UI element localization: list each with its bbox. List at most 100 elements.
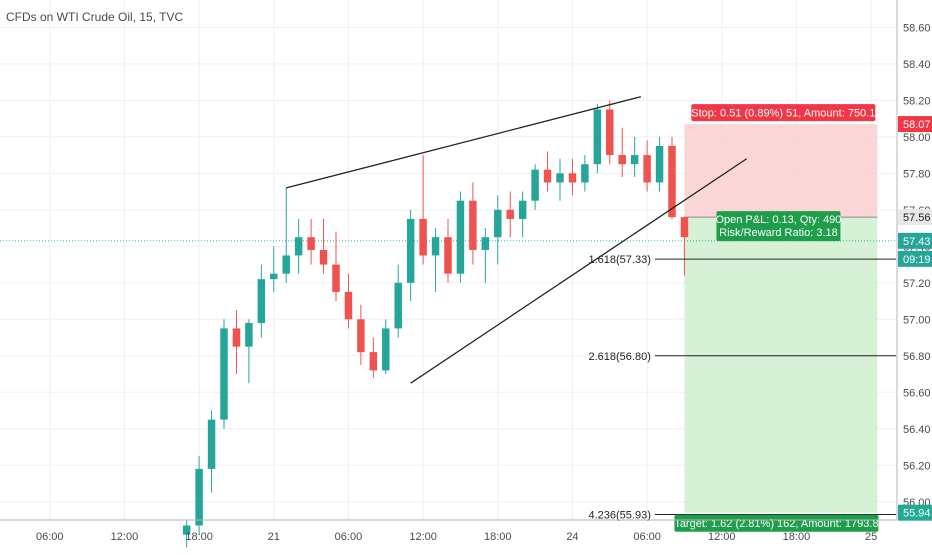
trend-line-2 [410,158,748,384]
candle-body [630,155,639,165]
fib-level-label: 2.618(56.80) [588,351,650,363]
price-tag-box [898,232,932,249]
target-label-box [674,514,879,532]
candle-body [245,322,253,347]
candle [618,127,626,177]
candle [232,310,241,375]
target-label-text: Target: 1.62 (2.81%) 162, Amount: 1793.8 [674,518,878,530]
position-info-box [716,211,841,242]
price-tag-box [898,116,932,133]
candle [655,136,664,192]
candle-body [282,255,290,274]
time-tick-label: 12:00 [111,531,139,543]
risk-reward-text: Risk/Reward Ratio: 3.18 [719,227,838,239]
candle [270,246,278,292]
candle-body [518,200,527,219]
price-tick-label: 57.80 [903,168,931,180]
price-tag-label: 55.94 [903,508,931,520]
candle [568,158,577,196]
candle [294,218,303,274]
stop-label-text: Stop: 0.51 (0.89%) 51, Amount: 750.1 [691,108,875,120]
price-tag-box [898,250,932,267]
price-tick-label: 57.00 [903,314,931,326]
candle [531,164,539,210]
candle-body [332,264,340,292]
candle [332,231,340,302]
candle [543,151,552,192]
candle-body [270,273,278,280]
candle-body [382,328,390,371]
candle [357,304,365,365]
time-tick-label: 18:00 [783,531,811,543]
trend-line-1 [286,96,642,189]
candle-body [431,237,440,256]
time-tick-label: 24 [566,531,578,543]
candle [518,191,527,238]
candle-body [232,328,241,347]
price-tick-label: 58.60 [903,22,931,34]
stop-zone [684,124,878,218]
candle [668,136,676,219]
price-tick-label: 56.80 [903,351,931,363]
price-tag-box [898,504,932,521]
candle [606,100,614,165]
candle [506,191,514,238]
candle-body [618,155,626,165]
candle-body [444,237,452,274]
candle-body [406,218,415,283]
price-tick-label: 56.60 [903,387,931,399]
candle [431,228,440,292]
candle [220,319,228,429]
candle-body [195,468,203,526]
candle [245,319,253,384]
price-tick-label: 58.40 [903,59,931,71]
price-tag-label: 09:19 [903,254,931,266]
candle-body [506,209,514,219]
candle-body [593,109,602,165]
price-tag-label: 57.43 [903,236,931,248]
candle-body [294,237,303,256]
candle-body [207,419,216,469]
candle [456,191,465,283]
candle-body [456,200,465,274]
candle [195,456,203,535]
candle-body [182,525,191,535]
candle [680,217,689,276]
candle [630,136,639,177]
candle [369,337,378,378]
candle [382,319,390,375]
candle-body [556,173,564,183]
candle [444,218,452,283]
candle [344,273,353,329]
candle-body [581,164,589,183]
candle-body [257,279,266,323]
candle [593,104,602,174]
candle [494,195,502,265]
price-tick-label: 57.20 [903,278,931,290]
candle [406,209,415,302]
fib-level-label: 4.236(55.93) [588,510,650,522]
price-tick-label: 56.40 [903,424,931,436]
candle-body [668,145,676,218]
price-tick-label: 58.20 [903,95,931,107]
candle-body [643,155,651,183]
candle [581,155,589,192]
time-tick-label: 06:00 [633,531,661,543]
candle [257,264,266,338]
time-tick-label: 12:00 [409,531,437,543]
candle-body [307,237,315,250]
candle-body [344,291,353,320]
candle-body [357,319,365,353]
candle-body [469,200,477,250]
candle-body [319,249,328,265]
open-pnl-text: Open P&L: 0.13, Qty: 490 [715,214,841,226]
stop-label-box [691,104,876,122]
fib-level-label: 1.618(57.33) [588,254,650,266]
time-tick-label: 21 [268,531,280,543]
candle [419,155,427,265]
candle [319,218,328,274]
candle [282,187,290,283]
candle [469,182,477,265]
